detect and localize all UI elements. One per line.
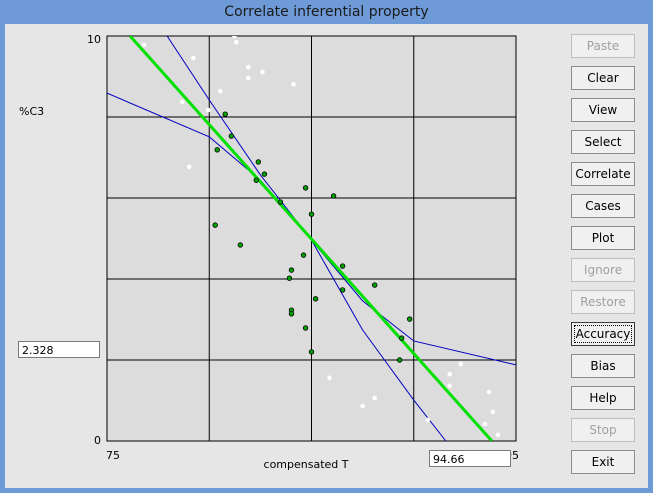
button[interactable]: Restore: [571, 290, 635, 314]
data-point: [482, 421, 488, 427]
button[interactable]: Select: [571, 130, 635, 154]
button[interactable]: Ignore: [571, 258, 635, 282]
button[interactable]: Stop: [571, 418, 635, 442]
data-point: [255, 159, 262, 165]
data-point: [302, 325, 309, 331]
data-point: [308, 349, 315, 355]
button[interactable]: Help: [571, 386, 635, 410]
data-point: [327, 375, 332, 381]
data-point: [312, 296, 319, 302]
y-value-field[interactable]: 2.328: [18, 341, 100, 358]
button[interactable]: Paste: [571, 34, 635, 58]
y-tick-label: 0: [94, 434, 101, 447]
data-point: [288, 311, 295, 317]
data-point: [447, 383, 453, 389]
x-value-field[interactable]: 94.66: [429, 450, 511, 467]
data-point: [398, 335, 405, 341]
button[interactable]: Cases: [571, 194, 635, 218]
data-point: [490, 409, 496, 415]
data-point: [260, 69, 265, 75]
window-title: Correlate inferential property: [224, 4, 429, 20]
button[interactable]: Correlate: [571, 162, 635, 186]
data-point: [222, 111, 228, 117]
data-point: [205, 107, 211, 113]
data-point: [217, 88, 223, 94]
data-point: [228, 133, 235, 139]
data-point: [495, 432, 501, 438]
data-point: [237, 242, 244, 248]
data-point: [486, 389, 492, 395]
data-point: [277, 199, 284, 205]
data-point: [186, 164, 192, 170]
data-point: [291, 81, 296, 87]
data-point: [179, 99, 185, 105]
data-point: [190, 55, 196, 61]
data-point: [372, 395, 377, 401]
data-point: [406, 316, 413, 322]
client-area: %C3 compensated T 0 10 75 95 2.328 Paste Cle…: [5, 24, 648, 488]
button[interactable]: View: [571, 98, 635, 122]
data-point: [300, 252, 307, 258]
data-point: [308, 211, 315, 217]
y-tick-label: 10: [87, 33, 101, 46]
data-point: [212, 222, 218, 228]
data-point: [214, 147, 220, 153]
data-point: [339, 263, 346, 269]
data-point: [246, 75, 251, 81]
data-point: [339, 287, 346, 293]
data-point: [261, 171, 268, 177]
data-point: [253, 177, 259, 183]
fit-line: [128, 36, 493, 441]
button[interactable]: Accuracy: [571, 322, 635, 346]
data-point: [330, 193, 337, 199]
data-point: [233, 39, 239, 45]
data-point: [425, 417, 431, 423]
data-point: [360, 403, 365, 409]
button[interactable]: Bias: [571, 354, 635, 378]
data-point: [286, 275, 293, 281]
button[interactable]: Plot: [571, 226, 635, 250]
plot-content: [107, 36, 516, 441]
button[interactable]: Exit: [571, 450, 635, 474]
data-point: [302, 185, 309, 191]
data-point: [396, 357, 403, 363]
x-axis-label: compensated T: [264, 458, 349, 471]
data-point: [246, 64, 251, 70]
data-point: [458, 361, 464, 367]
data-point: [447, 371, 453, 377]
data-point: [371, 282, 378, 288]
y-axis-label: %C3: [19, 105, 44, 118]
button[interactable]: Clear: [571, 66, 635, 90]
data-point: [141, 42, 147, 48]
data-point: [288, 267, 295, 273]
x-tick-label: 75: [106, 449, 120, 462]
data-point: [232, 36, 237, 39]
